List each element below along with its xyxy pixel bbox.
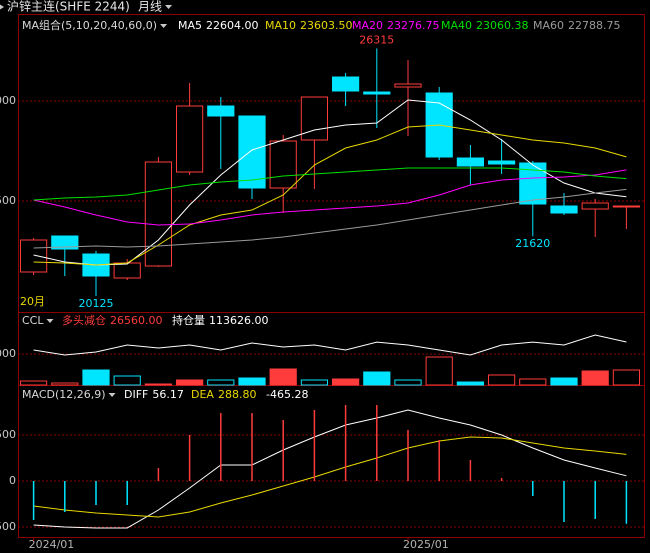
line-series: [33, 436, 627, 518]
bar: [269, 368, 297, 386]
line-series: [33, 169, 627, 226]
low-label: 20125: [79, 297, 114, 310]
legend-name: 多头减仓: [62, 313, 106, 327]
bar: [394, 379, 422, 386]
candle-body: [550, 205, 578, 214]
legend-value: 23603.50: [300, 19, 353, 32]
line-series: [33, 188, 627, 249]
legend-entry: DEA 288.80: [191, 388, 256, 401]
annotation: 20月: [20, 295, 45, 308]
candle-body: [144, 161, 173, 267]
legend-name: MA60: [533, 19, 564, 32]
candle-body: [207, 105, 235, 117]
bar: [207, 379, 235, 386]
y-tick-label: 25000: [0, 94, 16, 107]
legend-name: DEA: [191, 388, 214, 401]
bar: [238, 377, 266, 386]
legend-entry: DIFF 56.17: [124, 388, 184, 401]
y-tick-label: -500: [0, 520, 16, 533]
candle-body: [269, 140, 297, 189]
candle-body: [487, 160, 516, 165]
candle-body: [394, 83, 422, 88]
legend-value: 23276.75: [387, 19, 440, 32]
legend-value: 22788.75: [568, 19, 621, 32]
high-label: 26315: [359, 33, 394, 46]
bar: [363, 371, 391, 386]
x-tick-label: 2025/01: [403, 538, 449, 551]
bar: [487, 374, 516, 386]
candle-body: [238, 115, 266, 189]
y-tick-label: 500: [0, 428, 16, 441]
bar: [82, 369, 110, 386]
candle-body: [300, 96, 329, 141]
legend-name: MA10: [265, 19, 296, 32]
bar: [175, 379, 204, 386]
legend-entry: 持仓量 113626.00: [172, 313, 269, 327]
legend-name: MA20: [352, 19, 383, 32]
bar: [425, 356, 453, 386]
indicator-dropdown[interactable]: [108, 393, 116, 397]
bar: [144, 383, 173, 386]
legend-entry: MA10 23603.50: [265, 19, 353, 32]
indicator-dropdown[interactable]: [46, 319, 54, 323]
low-label: 21620: [515, 237, 550, 250]
line-series: [33, 124, 627, 266]
legend-entry: MA20 23276.75: [352, 19, 440, 32]
legend-name: MA40: [441, 19, 472, 32]
symbol-icon: [0, 4, 4, 10]
period-label[interactable]: 月线: [138, 0, 162, 14]
legend-value: 56.17: [152, 388, 184, 401]
bar: [550, 377, 578, 386]
bar: [519, 378, 547, 386]
y-tick-label: 22500: [0, 194, 16, 207]
legend-value: 22604.00: [206, 19, 259, 32]
candle-body: [51, 235, 79, 250]
x-tick-label: 2024/01: [29, 538, 75, 551]
legend-value: 26560.00: [110, 314, 163, 327]
candle-body: [612, 205, 641, 208]
legend-value: -465.28: [266, 388, 308, 401]
period-dropdown[interactable]: [165, 5, 173, 9]
bar: [581, 370, 609, 386]
indicator-dropdown[interactable]: [160, 24, 168, 28]
legend-entry: 多头减仓 26560.00: [62, 313, 163, 327]
candle-body: [363, 91, 391, 95]
candle-body: [581, 202, 609, 210]
legend-value: 288.80: [218, 388, 257, 401]
bar: [300, 379, 329, 386]
line-series: [33, 409, 627, 529]
candle-body: [456, 157, 485, 167]
legend-name: MA5: [178, 19, 202, 32]
line-series: [33, 167, 627, 201]
panel-title[interactable]: CCL: [22, 314, 44, 327]
panel-title[interactable]: MACD(12,26,9): [22, 388, 106, 401]
candle-body: [113, 262, 141, 279]
legend-name: DIFF: [124, 388, 148, 401]
legend-entry: MA40 23060.38: [441, 19, 529, 32]
legend-entry: -465.28: [266, 388, 308, 401]
legend-entry: MA5 22604.00: [178, 19, 259, 32]
bar: [51, 382, 79, 386]
legend-entry: MA60 22788.75: [533, 19, 621, 32]
macd-panel-frame: [18, 385, 645, 538]
symbol-title: 沪锌主连(SHFE 2244): [7, 0, 130, 14]
bar: [456, 381, 485, 386]
legend-value: 23060.38: [476, 19, 529, 32]
candle-body: [331, 76, 360, 92]
y-tick-label: 0: [9, 474, 16, 487]
bar: [113, 375, 141, 386]
panel-title[interactable]: MA组合(5,10,20,40,60,0): [22, 18, 157, 32]
legend-value: 113626.00: [209, 314, 269, 327]
candle-body: [175, 105, 204, 173]
bar: [331, 378, 360, 386]
y-tick-label: 100000: [0, 347, 16, 360]
bar: [612, 369, 641, 386]
legend-name: 持仓量: [172, 313, 205, 327]
bar: [19, 380, 48, 386]
candle-body: [19, 239, 48, 273]
line-series: [33, 334, 627, 356]
